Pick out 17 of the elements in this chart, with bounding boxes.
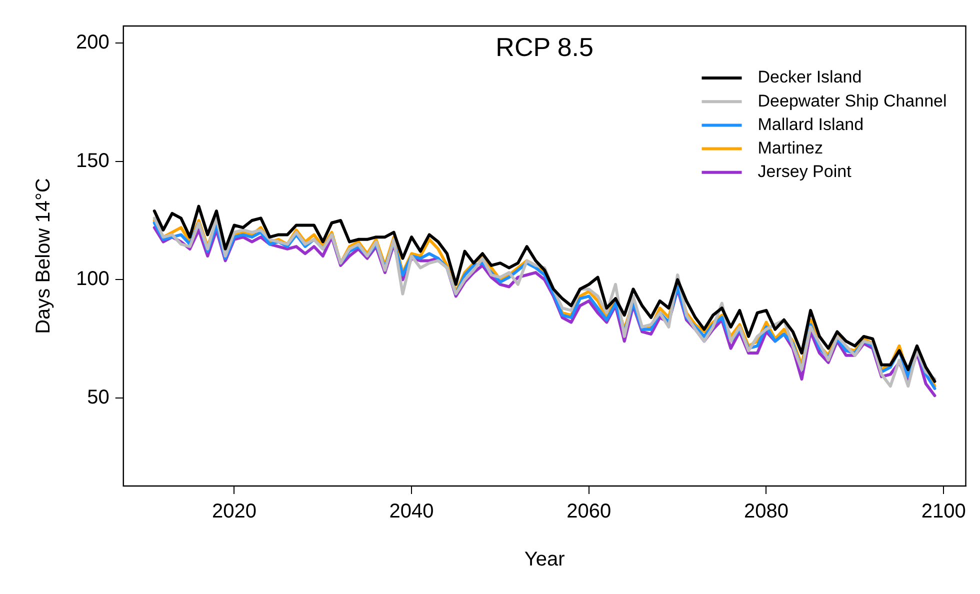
x-axis-title: Year bbox=[524, 548, 566, 571]
legend-label: Deepwater Ship Channel bbox=[758, 91, 947, 110]
x-tick-label: 2080 bbox=[744, 500, 788, 523]
x-tick-label: 2100 bbox=[921, 500, 966, 523]
x-tick-label: 2060 bbox=[566, 500, 612, 523]
x-tick-label: 2040 bbox=[389, 500, 434, 523]
legend-label: Mallard Island bbox=[758, 114, 864, 134]
y-tick-label: 150 bbox=[76, 150, 110, 172]
legend-label: Martinez bbox=[758, 138, 823, 158]
legend-label: Decker Island bbox=[758, 68, 862, 87]
y-tick-label: 200 bbox=[76, 32, 110, 54]
x-tick-label: 2020 bbox=[212, 500, 256, 523]
chart-title: RCP 8.5 bbox=[496, 32, 594, 62]
y-axis-title: Days Below 14°C bbox=[32, 178, 55, 334]
y-tick-label: 50 bbox=[87, 386, 110, 408]
legend-label: Jersey Point bbox=[758, 162, 852, 182]
y-tick-label: 100 bbox=[76, 268, 110, 290]
